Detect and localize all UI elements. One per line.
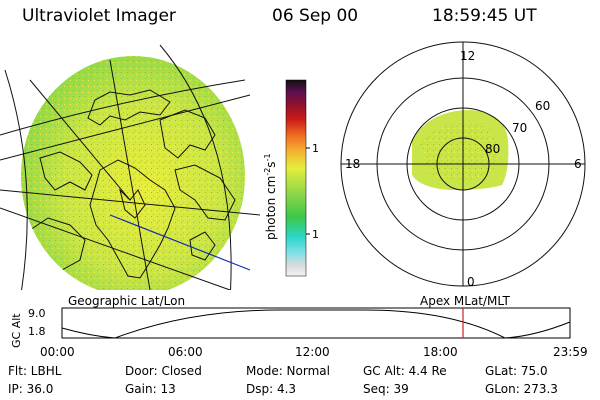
colorbar-scale bbox=[285, 79, 307, 277]
glat-status: GLat: 75.0 bbox=[485, 364, 548, 378]
time-tick-2359: 23:59 bbox=[553, 345, 588, 359]
geographic-label: Geographic Lat/Lon bbox=[68, 294, 186, 308]
mlat-label-70: 70 bbox=[512, 121, 527, 135]
dsp-status: Dsp: 4.3 bbox=[246, 382, 297, 396]
time-tick-0000: 00:00 bbox=[40, 345, 75, 359]
graticule-lines bbox=[0, 44, 260, 290]
ip-status: IP: 36.0 bbox=[8, 382, 54, 396]
seq-status: Seq: 39 bbox=[363, 382, 409, 396]
terminator-line bbox=[109, 214, 251, 271]
header-date: 06 Sep 00 bbox=[272, 6, 359, 26]
svg-text:photon cm-2s-1: photon cm-2s-1 bbox=[263, 153, 278, 240]
altitude-curve bbox=[61, 309, 571, 339]
mlt-label-12: 12 bbox=[460, 49, 475, 63]
glon-status: GLon: 273.3 bbox=[485, 382, 558, 396]
emission-region bbox=[412, 110, 509, 190]
time-tick-1200: 12:00 bbox=[295, 345, 330, 359]
mlat-label-60: 60 bbox=[535, 99, 550, 113]
apex-label: Apex MLat/MLT bbox=[420, 294, 510, 308]
gain-status: Gain: 13 bbox=[125, 382, 176, 396]
svg-text:GC Alt: GC Alt bbox=[10, 313, 23, 348]
polar-grid bbox=[340, 41, 586, 287]
flt-status: Flt: LBHL bbox=[8, 364, 62, 378]
gc-alt-status: GC Alt: 4.4 Re bbox=[363, 364, 447, 378]
colorbar-tick-label-10: 10 bbox=[312, 228, 318, 241]
altitude-plot-frame bbox=[61, 307, 571, 339]
time-tick-0600: 06:00 bbox=[168, 345, 203, 359]
colorbar-unit-label: photon cm-2s-1 bbox=[263, 153, 278, 240]
geographic-image-panel bbox=[0, 44, 260, 290]
mlt-label-6: 6 bbox=[574, 157, 582, 171]
altitude-tick-9: 9.0 bbox=[28, 307, 46, 320]
mlat-label-80: 80 bbox=[485, 142, 500, 156]
colorbar: 100 10 photon cm-2s-1 bbox=[263, 79, 318, 277]
polar-mlt-plot: 12 18 6 0 60 70 80 bbox=[340, 41, 586, 289]
time-tick-1800: 18:00 bbox=[423, 345, 458, 359]
mlt-label-18: 18 bbox=[345, 157, 360, 171]
altitude-tick-1-8: 1.8 bbox=[28, 325, 46, 338]
mode-status: Mode: Normal bbox=[246, 364, 330, 378]
app-title: Ultraviolet Imager bbox=[22, 6, 176, 26]
coastline-outlines bbox=[29, 89, 236, 279]
altitude-plot: GC Alt 9.0 1.8 00:00 06:00 12:00 18:00 2… bbox=[10, 307, 588, 359]
colorbar-tick-label-100: 100 bbox=[312, 142, 318, 155]
mlt-label-0: 0 bbox=[467, 275, 475, 289]
altitude-axis-label: GC Alt bbox=[10, 313, 23, 348]
header-time: 18:59:45 UT bbox=[432, 6, 537, 26]
door-status: Door: Closed bbox=[125, 364, 202, 378]
